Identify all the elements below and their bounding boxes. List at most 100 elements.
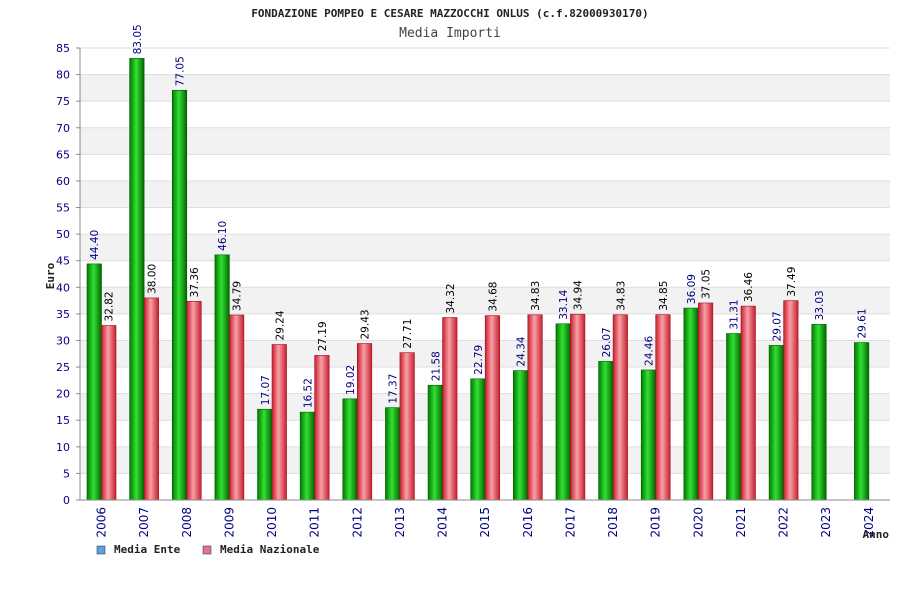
value-labels: 44.40 32.82 83.05 38.00 77.05 37.36 46.10 34.79… — [89, 24, 868, 408]
legend: Media Ente Media Nazionale — [96, 543, 320, 556]
value-label-media-ente-2017: 33.14 — [558, 289, 570, 319]
y-tick-label: 15 — [56, 414, 70, 427]
y-tick-label: 45 — [56, 255, 70, 268]
bar-media-ente-2018 — [598, 361, 614, 501]
value-label-media-ente-2014: 21.58 — [430, 351, 442, 381]
x-tick-label-2024: 2024 — [862, 507, 876, 538]
value-label-media-nazionale-2021: 36.46 — [743, 272, 755, 302]
grid-band — [80, 74, 890, 102]
y-tick-label: 85 — [56, 42, 70, 55]
y-tick-label: 65 — [56, 148, 70, 161]
value-label-media-ente-2015: 22.79 — [473, 345, 485, 375]
x-tick-label-2022: 2022 — [777, 507, 791, 538]
bar-media-ente-2013 — [385, 407, 401, 501]
x-tick-label-2015: 2015 — [478, 507, 492, 538]
bar-media-ente-2006 — [86, 263, 102, 501]
legend-label-media-ente: Media Ente — [114, 543, 181, 556]
value-label-media-ente-2013: 17.37 — [388, 374, 400, 404]
value-label-media-ente-2011: 16.52 — [302, 378, 314, 408]
x-tick-label-2009: 2009 — [222, 507, 236, 538]
bar-media-nazionale-2021 — [740, 305, 756, 501]
value-label-media-nazionale-2007: 38.00 — [146, 264, 158, 294]
y-tick-label: 10 — [56, 441, 70, 454]
y-tick-label: 40 — [56, 281, 70, 294]
value-label-media-nazionale-2008: 37.36 — [189, 267, 201, 297]
x-tick-label-2012: 2012 — [350, 507, 364, 538]
value-label-media-ente-2020: 36.09 — [686, 274, 698, 304]
value-label-media-ente-2006: 44.40 — [89, 230, 101, 260]
y-tick-label: 70 — [56, 122, 70, 135]
x-tick-label-2017: 2017 — [563, 507, 577, 538]
bar-media-nazionale-2011 — [314, 355, 330, 501]
y-tick-label: 25 — [56, 361, 70, 374]
value-label-media-ente-2009: 46.10 — [217, 221, 229, 251]
legend-swatch-media-nazionale — [202, 545, 212, 555]
value-label-media-ente-2007: 83.05 — [132, 24, 144, 54]
bar-media-nazionale-2008 — [186, 301, 202, 501]
x-tick-label-2021: 2021 — [734, 507, 748, 538]
bar-media-nazionale-2010 — [271, 344, 287, 501]
y-tick-label: 35 — [56, 308, 70, 321]
value-label-media-nazionale-2020: 37.05 — [701, 269, 713, 299]
y-tick-label: 55 — [56, 202, 70, 215]
bar-media-nazionale-2007 — [143, 297, 159, 501]
value-label-media-ente-2021: 31.31 — [729, 299, 741, 329]
bar-media-nazionale-2018 — [612, 314, 628, 501]
x-tick-label-2023: 2023 — [819, 507, 833, 538]
bar-media-ente-2024 — [854, 342, 870, 501]
bar-media-ente-2021 — [726, 333, 742, 501]
y-tick-label: 5 — [63, 467, 70, 480]
x-tick-label-2008: 2008 — [180, 507, 194, 538]
value-label-media-ente-2019: 24.46 — [643, 336, 655, 366]
x-tick-label-2013: 2013 — [393, 507, 407, 538]
y-tick-label: 20 — [56, 388, 70, 401]
bar-media-ente-2007 — [129, 58, 145, 501]
value-label-media-nazionale-2018: 34.83 — [615, 281, 627, 311]
value-label-media-nazionale-2010: 29.24 — [274, 310, 286, 340]
x-tick-label-2011: 2011 — [308, 507, 322, 538]
bar-media-ente-2023 — [811, 324, 827, 501]
bar-media-ente-2011 — [299, 411, 315, 501]
value-label-media-ente-2010: 17.07 — [260, 375, 272, 405]
bar-media-ente-2020 — [683, 307, 699, 501]
bar-media-nazionale-2019 — [655, 314, 671, 501]
chart-subtitle: Media Importi — [399, 26, 501, 41]
y-axis-label: Euro — [44, 262, 57, 289]
bar-media-ente-2014 — [427, 384, 443, 501]
value-label-media-ente-2023: 33.03 — [814, 290, 826, 320]
value-label-media-ente-2024: 29.61 — [857, 308, 869, 338]
bar-media-ente-2019 — [640, 369, 657, 501]
value-label-media-nazionale-2017: 34.94 — [573, 280, 585, 310]
grid-band — [80, 180, 890, 208]
y-tick-label: 30 — [56, 334, 70, 347]
x-tick-label-2010: 2010 — [265, 507, 279, 538]
bar-media-ente-2017 — [555, 323, 571, 501]
value-label-media-nazionale-2016: 34.83 — [530, 281, 542, 311]
bar-media-ente-2009 — [214, 254, 230, 501]
bar-media-nazionale-2013 — [399, 352, 415, 501]
x-tick-label-2020: 2020 — [691, 507, 705, 538]
value-label-media-nazionale-2019: 34.85 — [658, 281, 670, 311]
legend-swatch-media-ente — [96, 545, 106, 555]
value-label-media-nazionale-2013: 27.71 — [402, 319, 414, 349]
value-label-media-nazionale-2014: 34.32 — [445, 283, 457, 313]
bar-media-ente-2012 — [342, 398, 358, 501]
y-tick-label: 0 — [63, 494, 70, 507]
x-axis-ticks: 2006 2007 2008 2009 2010 2011 2012 2013 2014 2015… — [95, 507, 876, 538]
bar-media-nazionale-2015 — [484, 315, 500, 501]
x-tick-label-2016: 2016 — [521, 507, 535, 538]
y-axis-ticks: 0 5 10 15 20 25 30 35 40 45 50 55 60 65 70 75 80 85 — [56, 42, 80, 507]
y-tick-label: 50 — [56, 228, 70, 241]
bar-media-nazionale-2012 — [356, 343, 373, 501]
value-label-media-ente-2012: 19.02 — [345, 365, 357, 395]
bar-media-nazionale-2009 — [229, 314, 245, 501]
x-tick-label-2007: 2007 — [137, 507, 151, 538]
bar-media-nazionale-2016 — [527, 314, 543, 501]
y-tick-label: 60 — [56, 175, 70, 188]
bar-media-ente-2022 — [768, 345, 784, 501]
bar-media-nazionale-2022 — [783, 300, 799, 501]
legend-label-media-nazionale: Media Nazionale — [220, 543, 320, 556]
value-label-media-nazionale-2011: 27.19 — [317, 321, 329, 351]
value-label-media-nazionale-2015: 34.68 — [487, 282, 499, 312]
